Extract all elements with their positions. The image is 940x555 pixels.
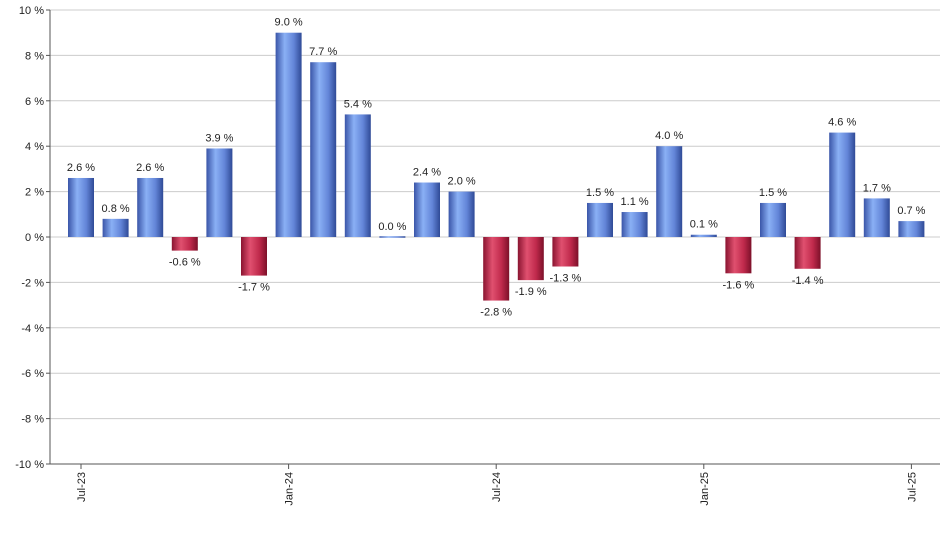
bar-mar-24 <box>344 114 371 237</box>
data-label: 0.8 % <box>102 203 130 215</box>
bar-dec-24 <box>656 146 683 237</box>
x-tick-label: Jul-23 <box>76 472 88 502</box>
data-label: 1.5 % <box>586 187 614 199</box>
data-label: 2.6 % <box>136 162 164 174</box>
bar-mar-25 <box>760 202 786 237</box>
x-tick-label: Jul-25 <box>906 472 918 502</box>
y-tick-label: -2 % <box>21 277 44 289</box>
bar-oct-23 <box>171 237 198 251</box>
bars <box>68 32 925 301</box>
bar-jan-25 <box>690 234 717 237</box>
bar-jul-25 <box>898 221 925 237</box>
y-tick-label: 4 % <box>25 141 44 153</box>
bar-aug-24 <box>517 237 544 281</box>
bar-sep-23 <box>137 177 164 237</box>
y-tick-label: 8 % <box>25 50 44 62</box>
data-label: 1.1 % <box>621 196 649 208</box>
data-label: 2.6 % <box>67 162 95 174</box>
bar-feb-25 <box>725 237 752 274</box>
bar-dec-23 <box>241 237 267 276</box>
data-label: 0.1 % <box>690 219 718 231</box>
data-label: 5.4 % <box>344 98 372 110</box>
bar-may-25 <box>829 132 856 237</box>
bar-nov-24 <box>621 212 648 237</box>
data-label: -2.8 % <box>480 307 512 319</box>
data-labels: 2.6 % 0.8 % 2.6 % -0.6 % 3.9 % -1.7 % 9.0 % 7.7… <box>67 17 926 319</box>
y-tick-label: 2 % <box>25 187 44 199</box>
y-tick-label: 0 % <box>25 232 44 244</box>
axes <box>49 10 940 465</box>
data-label: 0.0 % <box>378 221 406 233</box>
data-label: -0.6 % <box>169 257 201 269</box>
bar-feb-24 <box>310 62 337 238</box>
data-label: -1.6 % <box>723 279 755 291</box>
y-tick-label: 10 % <box>19 5 44 17</box>
y-tick-label: -8 % <box>21 414 44 426</box>
y-axis-ticks: -10 % -8 % -6 % -4 % -2 % 0 % 2 % 4 % 6 % 8 % 10 % <box>15 5 50 471</box>
bar-jul-23 <box>68 177 94 237</box>
data-label: 7.7 % <box>309 46 337 58</box>
bar-may-24 <box>414 182 440 237</box>
bar-jun-25 <box>863 198 890 237</box>
data-label: -1.7 % <box>238 282 270 294</box>
data-label: 3.9 % <box>205 132 233 144</box>
y-tick-label: -6 % <box>21 368 44 380</box>
data-label: 4.0 % <box>655 130 683 142</box>
data-label: 2.4 % <box>413 167 441 179</box>
bar-jun-24 <box>448 191 475 237</box>
data-label: 2.0 % <box>448 176 476 188</box>
data-label: 1.5 % <box>759 187 787 199</box>
data-label: -1.9 % <box>515 286 547 298</box>
data-label: -1.4 % <box>792 275 824 287</box>
bar-jul-24 <box>483 237 510 301</box>
bar-apr-25 <box>794 237 821 269</box>
data-label: 4.6 % <box>828 117 856 129</box>
y-tick-label: -10 % <box>15 459 44 471</box>
bar-nov-23 <box>206 148 233 237</box>
data-label: 0.7 % <box>897 205 925 217</box>
x-tick-label: Jul-24 <box>491 472 503 502</box>
x-tick-label: Jan-25 <box>699 472 711 506</box>
data-label: 1.7 % <box>863 182 891 194</box>
bar-oct-24 <box>587 202 613 237</box>
data-label: -1.3 % <box>550 273 582 285</box>
bar-aug-23 <box>102 218 129 237</box>
x-axis-ticks: Jul-23 Jan-24 Jul-24 Jan-25 Jul-25 <box>76 464 918 506</box>
x-tick-label: Jan-24 <box>284 472 296 506</box>
bar-sep-24 <box>552 237 579 267</box>
bar-apr-24 <box>379 236 406 238</box>
data-label: 9.0 % <box>275 17 303 29</box>
bar-jan-24 <box>275 32 302 238</box>
y-tick-label: -4 % <box>21 323 44 335</box>
y-tick-label: 6 % <box>25 96 44 108</box>
